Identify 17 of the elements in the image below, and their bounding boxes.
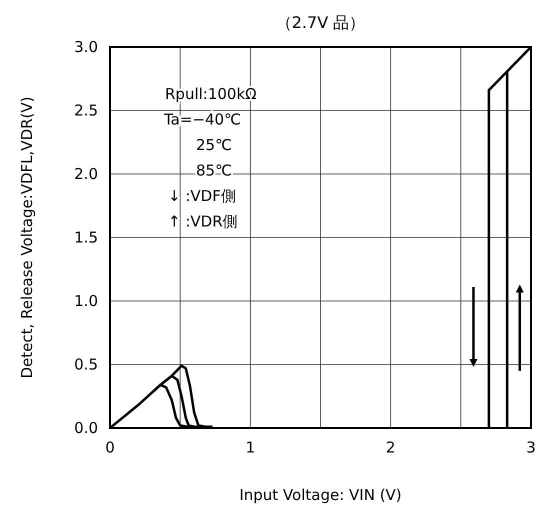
x-tick-label: 0 (105, 438, 115, 457)
y-tick-label: 2.5 (74, 101, 98, 120)
y-tick-label: 0.0 (74, 418, 98, 437)
x-tick-label: 1 (246, 438, 256, 457)
annotation: 25℃ (196, 136, 232, 154)
y-tick-label: 1.5 (74, 228, 98, 246)
y-axis-title: Detect, Release Voltage:VDFL,VDR(V) (18, 96, 36, 379)
chart-title: （2.7V 品） (276, 13, 366, 32)
x-tick-label: 2 (386, 438, 396, 457)
annotation: ↓ :VDF側 (168, 187, 236, 205)
x-tick-label: 3 (526, 438, 536, 457)
y-tick-label: 1.0 (74, 292, 98, 310)
y-tick-label: 3.0 (74, 38, 98, 56)
x-axis-title: Input Voltage: VIN (V) (239, 486, 402, 504)
y-tick-label: 2.0 (74, 164, 98, 183)
y-tick-label: 0.5 (74, 355, 98, 374)
annotation: ↑ :VDR側 (168, 212, 238, 230)
